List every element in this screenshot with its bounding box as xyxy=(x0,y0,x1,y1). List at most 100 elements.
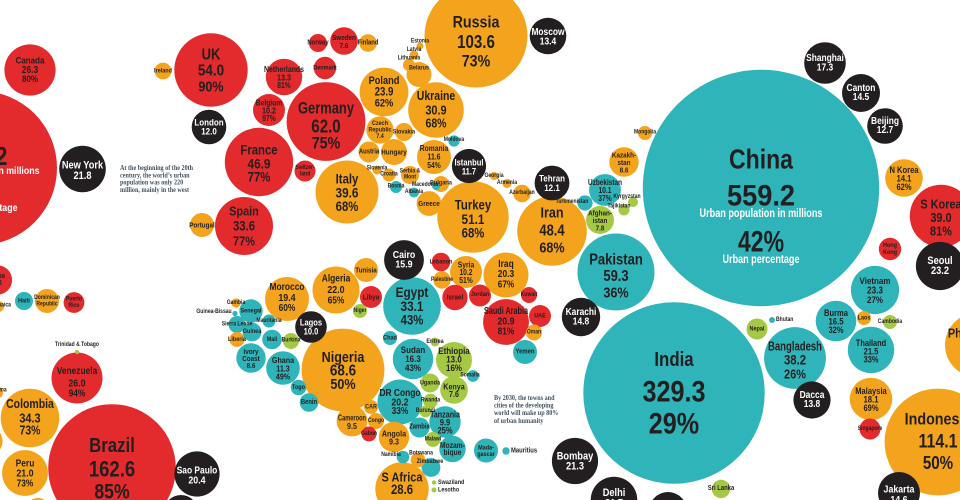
svg-text:Tajikistan: Tajikistan xyxy=(608,204,631,210)
svg-text:94%: 94% xyxy=(69,389,86,400)
svg-text:65%: 65% xyxy=(328,296,345,307)
svg-text:68%: 68% xyxy=(539,240,564,257)
svg-text:68%: 68% xyxy=(462,226,485,241)
svg-text:Kyrgyzstan: Kyrgyzstan xyxy=(613,194,640,200)
svg-text:30.9: 30.9 xyxy=(425,103,446,118)
svg-text:Mauritania: Mauritania xyxy=(256,318,282,324)
svg-text:of urban humanity: of urban humanity xyxy=(494,416,544,425)
svg-text:26%: 26% xyxy=(784,367,806,382)
svg-text:37%: 37% xyxy=(598,194,612,203)
svg-text:7.8: 7.8 xyxy=(596,224,605,233)
svg-text:Czech: Czech xyxy=(372,120,388,127)
svg-text:Kuwait: Kuwait xyxy=(521,292,538,298)
svg-text:75%: 75% xyxy=(312,134,341,153)
svg-text:329.3: 329.3 xyxy=(642,376,705,409)
svg-text:51%: 51% xyxy=(459,276,473,285)
svg-text:Romania: Romania xyxy=(420,144,449,153)
svg-text:Guinea: Guinea xyxy=(243,328,262,335)
svg-text:73%: 73% xyxy=(462,52,491,71)
svg-text:Belarus: Belarus xyxy=(409,65,429,72)
svg-text:33%: 33% xyxy=(392,406,409,417)
svg-text:16.3: 16.3 xyxy=(405,354,421,365)
svg-text:77%: 77% xyxy=(248,170,271,185)
svg-text:Guinea-Bissau: Guinea-Bissau xyxy=(196,309,232,315)
svg-text:90%: 90% xyxy=(198,79,223,96)
svg-text:New York: New York xyxy=(62,160,104,172)
svg-text:Shanghai: Shanghai xyxy=(806,53,844,64)
svg-text:Republic: Republic xyxy=(368,127,391,134)
svg-text:Ivory: Ivory xyxy=(243,347,259,356)
svg-text:85%: 85% xyxy=(94,481,130,500)
svg-text:land: land xyxy=(300,172,311,178)
svg-text:81%: 81% xyxy=(277,81,291,90)
svg-text:21.0: 21.0 xyxy=(16,468,33,480)
svg-text:population was only 220: population was only 220 xyxy=(120,178,183,187)
svg-text:67%: 67% xyxy=(498,280,515,291)
svg-text:Lagos: Lagos xyxy=(300,318,322,328)
svg-text:Tanzania: Tanzania xyxy=(430,410,461,420)
svg-text:Urban population in millions: Urban population in millions xyxy=(700,206,823,220)
svg-text:Burundi: Burundi xyxy=(416,408,436,414)
svg-text:Peru: Peru xyxy=(16,459,35,470)
svg-text:Bulgaria: Bulgaria xyxy=(430,180,452,187)
svg-text:Bangladesh: Bangladesh xyxy=(768,339,822,354)
svg-text:Thailand: Thailand xyxy=(856,338,886,348)
svg-text:97%: 97% xyxy=(262,114,276,123)
svg-text:25%: 25% xyxy=(437,426,452,436)
svg-text:9.3: 9.3 xyxy=(389,437,399,447)
svg-text:Uzbekistan: Uzbekistan xyxy=(588,178,622,187)
svg-text:10.2: 10.2 xyxy=(262,106,276,116)
svg-text:32%: 32% xyxy=(828,325,843,335)
svg-text:21.3: 21.3 xyxy=(566,461,584,473)
svg-text:India: India xyxy=(654,349,694,371)
svg-text:62.0: 62.0 xyxy=(311,117,340,137)
svg-text:Cairo: Cairo xyxy=(393,249,416,261)
svg-text:UK: UK xyxy=(202,47,221,64)
svg-text:Jakarta: Jakarta xyxy=(884,484,915,496)
svg-text:Norway: Norway xyxy=(307,40,328,47)
svg-text:Portugal: Portugal xyxy=(189,221,215,230)
svg-text:8.6: 8.6 xyxy=(247,361,256,370)
svg-text:69%: 69% xyxy=(863,403,878,413)
svg-text:Delhi: Delhi xyxy=(603,487,626,499)
svg-text:Estonia: Estonia xyxy=(411,39,430,45)
svg-text:Mont: Mont xyxy=(404,175,416,181)
svg-text:7.4: 7.4 xyxy=(376,133,384,140)
svg-text:Mozam-: Mozam- xyxy=(440,441,465,450)
svg-text:Georgia: Georgia xyxy=(484,173,504,179)
svg-text:22.0: 22.0 xyxy=(327,284,344,296)
svg-text:Slovenia: Slovenia xyxy=(367,166,388,172)
svg-text:CAR: CAR xyxy=(365,404,377,411)
svg-text:15.9: 15.9 xyxy=(395,259,412,271)
svg-text:20.2: 20.2 xyxy=(391,397,408,409)
svg-text:Zimbabwe: Zimbabwe xyxy=(417,458,444,465)
svg-text:S Korea: S Korea xyxy=(920,197,960,212)
svg-text:23.3: 23.3 xyxy=(867,286,883,297)
svg-text:Gabon: Gabon xyxy=(361,431,377,437)
svg-text:50%: 50% xyxy=(330,376,355,393)
svg-text:36%: 36% xyxy=(603,285,628,302)
svg-text:13.3: 13.3 xyxy=(277,73,291,83)
svg-text:27%: 27% xyxy=(867,295,883,306)
svg-text:China: China xyxy=(729,144,793,175)
svg-text:49%: 49% xyxy=(276,372,291,382)
svg-text:14.1: 14.1 xyxy=(897,174,912,184)
svg-text:Azerbaijan: Azerbaijan xyxy=(509,190,535,196)
svg-text:Ghana: Ghana xyxy=(272,355,294,365)
svg-text:Seoul: Seoul xyxy=(927,255,952,267)
svg-text:Iran: Iran xyxy=(540,205,563,222)
svg-text:Indonesia: Indonesia xyxy=(905,410,960,429)
svg-text:Sierra Leone: Sierra Leone xyxy=(222,322,253,328)
svg-text:Canada: Canada xyxy=(16,56,45,67)
svg-text:Austria: Austria xyxy=(359,149,379,156)
svg-text:Lithuania: Lithuania xyxy=(398,56,421,62)
svg-text:33.1: 33.1 xyxy=(401,298,424,314)
svg-text:81%: 81% xyxy=(930,224,952,239)
svg-text:istan: istan xyxy=(593,216,608,225)
svg-text:Sweden: Sweden xyxy=(332,33,356,42)
svg-text:Yemen: Yemen xyxy=(516,349,535,356)
svg-text:Urban population in millions: Urban population in millions xyxy=(0,165,40,177)
svg-text:Swaziland: Swaziland xyxy=(438,479,464,486)
svg-text:17.3: 17.3 xyxy=(817,63,834,74)
svg-text:Vietnam: Vietnam xyxy=(860,276,891,287)
